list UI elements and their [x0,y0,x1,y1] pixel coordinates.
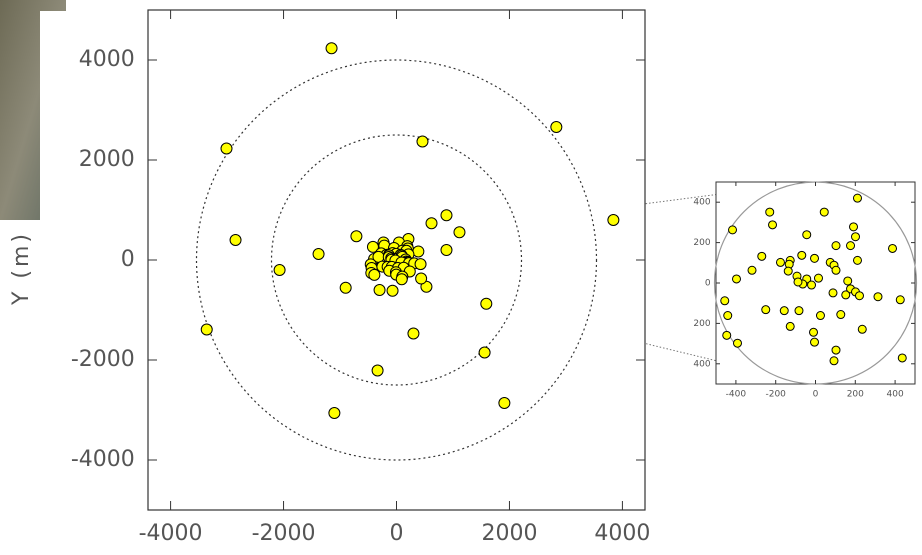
data-point [478,346,491,359]
data-point [761,305,771,315]
data-point [836,310,846,320]
ring [270,134,523,386]
x-tick-label: 200 [847,389,864,399]
data-point [373,284,386,296]
data-point [453,226,466,239]
data-point [728,225,738,235]
data-point [412,245,425,258]
data-point [328,407,341,419]
data-point [797,250,807,260]
data-point [425,217,438,230]
data-point [852,255,862,265]
data-point [732,338,742,348]
data-point [273,264,286,276]
data-point [220,142,233,155]
data-point [368,268,381,281]
y-tick-label: -2000 [71,347,135,372]
data-point [802,230,812,240]
data-point [440,209,453,222]
data-point [810,253,820,263]
x-tick-label: 4000 [594,521,650,546]
x-tick-label: 2000 [481,521,537,546]
data-point [831,241,841,251]
data-point [339,281,352,294]
data-point [831,345,841,355]
data-point [813,273,823,283]
data-point [849,222,859,232]
data-point [794,306,804,316]
data-point [765,207,775,217]
data-point [607,214,620,226]
data-point [888,243,898,253]
data-point [895,295,905,305]
data-point [829,356,839,366]
data-point [793,277,803,287]
data-point [843,276,853,286]
photo-fragment [0,0,66,220]
data-point [852,193,862,203]
data-point [807,280,817,290]
data-point [897,353,907,363]
data-point [819,207,829,217]
x-tick-label: 0 [813,389,819,399]
data-point [720,296,730,306]
y-tick-label: 0 [121,247,135,272]
y-tick-label: 200 [693,238,710,248]
data-point [498,397,511,409]
y-axis-label: Y (m) [9,231,34,306]
data-point [854,291,864,301]
data-point [747,265,757,275]
y-tick-label: -4000 [71,447,135,472]
data-point [325,42,338,55]
data-point [407,327,420,340]
data-point [775,257,785,267]
data-point [873,292,883,302]
data-point [350,230,363,243]
data-point [200,323,213,336]
x-tick-label: 0 [390,521,404,546]
data-point [731,274,741,284]
y-tick-label: 400 [693,198,710,208]
data-point [386,284,399,297]
data-point [757,251,767,261]
x-tick-label: -2000 [252,521,316,546]
data-point [768,220,778,230]
data-point [723,311,733,321]
x-tick-label: 400 [887,389,904,399]
data-point [783,266,793,276]
data-point [722,330,732,340]
data-point [312,248,325,260]
data-point [785,321,795,331]
data-point [480,297,493,310]
x-tick-label: -400 [726,389,747,399]
y-tick-label: 200 [693,319,710,329]
data-point [828,288,838,298]
data-point [550,121,563,133]
x-tick-label: -4000 [139,521,203,546]
data-point [229,234,242,246]
data-point [846,241,856,251]
data-point [850,232,860,242]
data-point [440,244,453,256]
data-point [416,135,429,148]
data-point [815,311,825,321]
y-tick-label: 2000 [79,147,135,172]
data-point [810,337,820,347]
y-tick-label: 0 [705,279,711,289]
data-point [831,265,841,275]
data-point [414,258,427,271]
data-point [395,273,408,286]
x-tick-label: -200 [765,389,786,399]
data-point [371,364,384,377]
data-point [779,306,789,316]
ring [195,59,598,461]
data-point [415,272,428,285]
y-tick-label: 400 [693,359,710,369]
data-point [857,324,867,334]
y-tick-label: 4000 [79,47,135,72]
data-point [841,290,851,300]
data-point [809,327,819,337]
